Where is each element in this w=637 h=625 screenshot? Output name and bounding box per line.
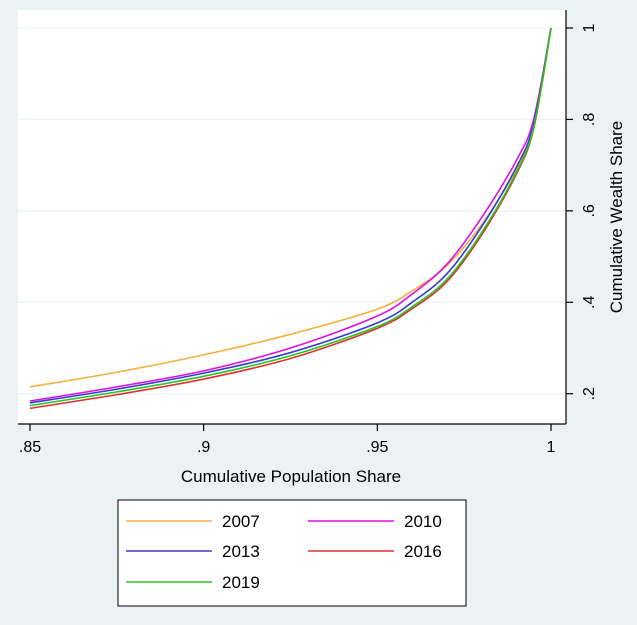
x-axis-title: Cumulative Population Share <box>181 467 401 486</box>
y-tick-label-3: .8 <box>581 113 598 126</box>
y-tick-label-4: 1 <box>581 23 598 32</box>
series-line-2019 <box>29 27 552 407</box>
y-tick-label-1: .4 <box>581 296 598 309</box>
legend-label-2007: 2007 <box>222 512 260 531</box>
y-tick-label-2: .6 <box>581 204 598 217</box>
legend-label-2013: 2013 <box>222 542 260 561</box>
legend-label-2010: 2010 <box>404 512 442 531</box>
x-tick-label-3: 1 <box>547 439 556 456</box>
x-axis-ticks: .85 .9 .95 1 <box>19 424 556 456</box>
legend: 2007 2010 2013 2016 2019 <box>126 512 442 592</box>
x-tick-label-2: .95 <box>366 439 388 456</box>
legend-label-2019: 2019 <box>222 573 260 592</box>
legend-label-2016: 2016 <box>404 542 442 561</box>
y-axis-title: Cumulative Wealth Share <box>607 121 626 313</box>
legend-box <box>117 499 467 607</box>
series-line-2013 <box>29 27 552 404</box>
series-lines <box>29 27 552 410</box>
y-tick-label-0: .2 <box>581 387 598 400</box>
plot-area <box>18 10 566 424</box>
x-tick-label-0: .85 <box>19 439 41 456</box>
y-axis-ticks: .2 .4 .6 .8 1 <box>566 23 598 400</box>
series-line-2010 <box>29 27 552 402</box>
x-tick-label-1: .9 <box>197 439 210 456</box>
